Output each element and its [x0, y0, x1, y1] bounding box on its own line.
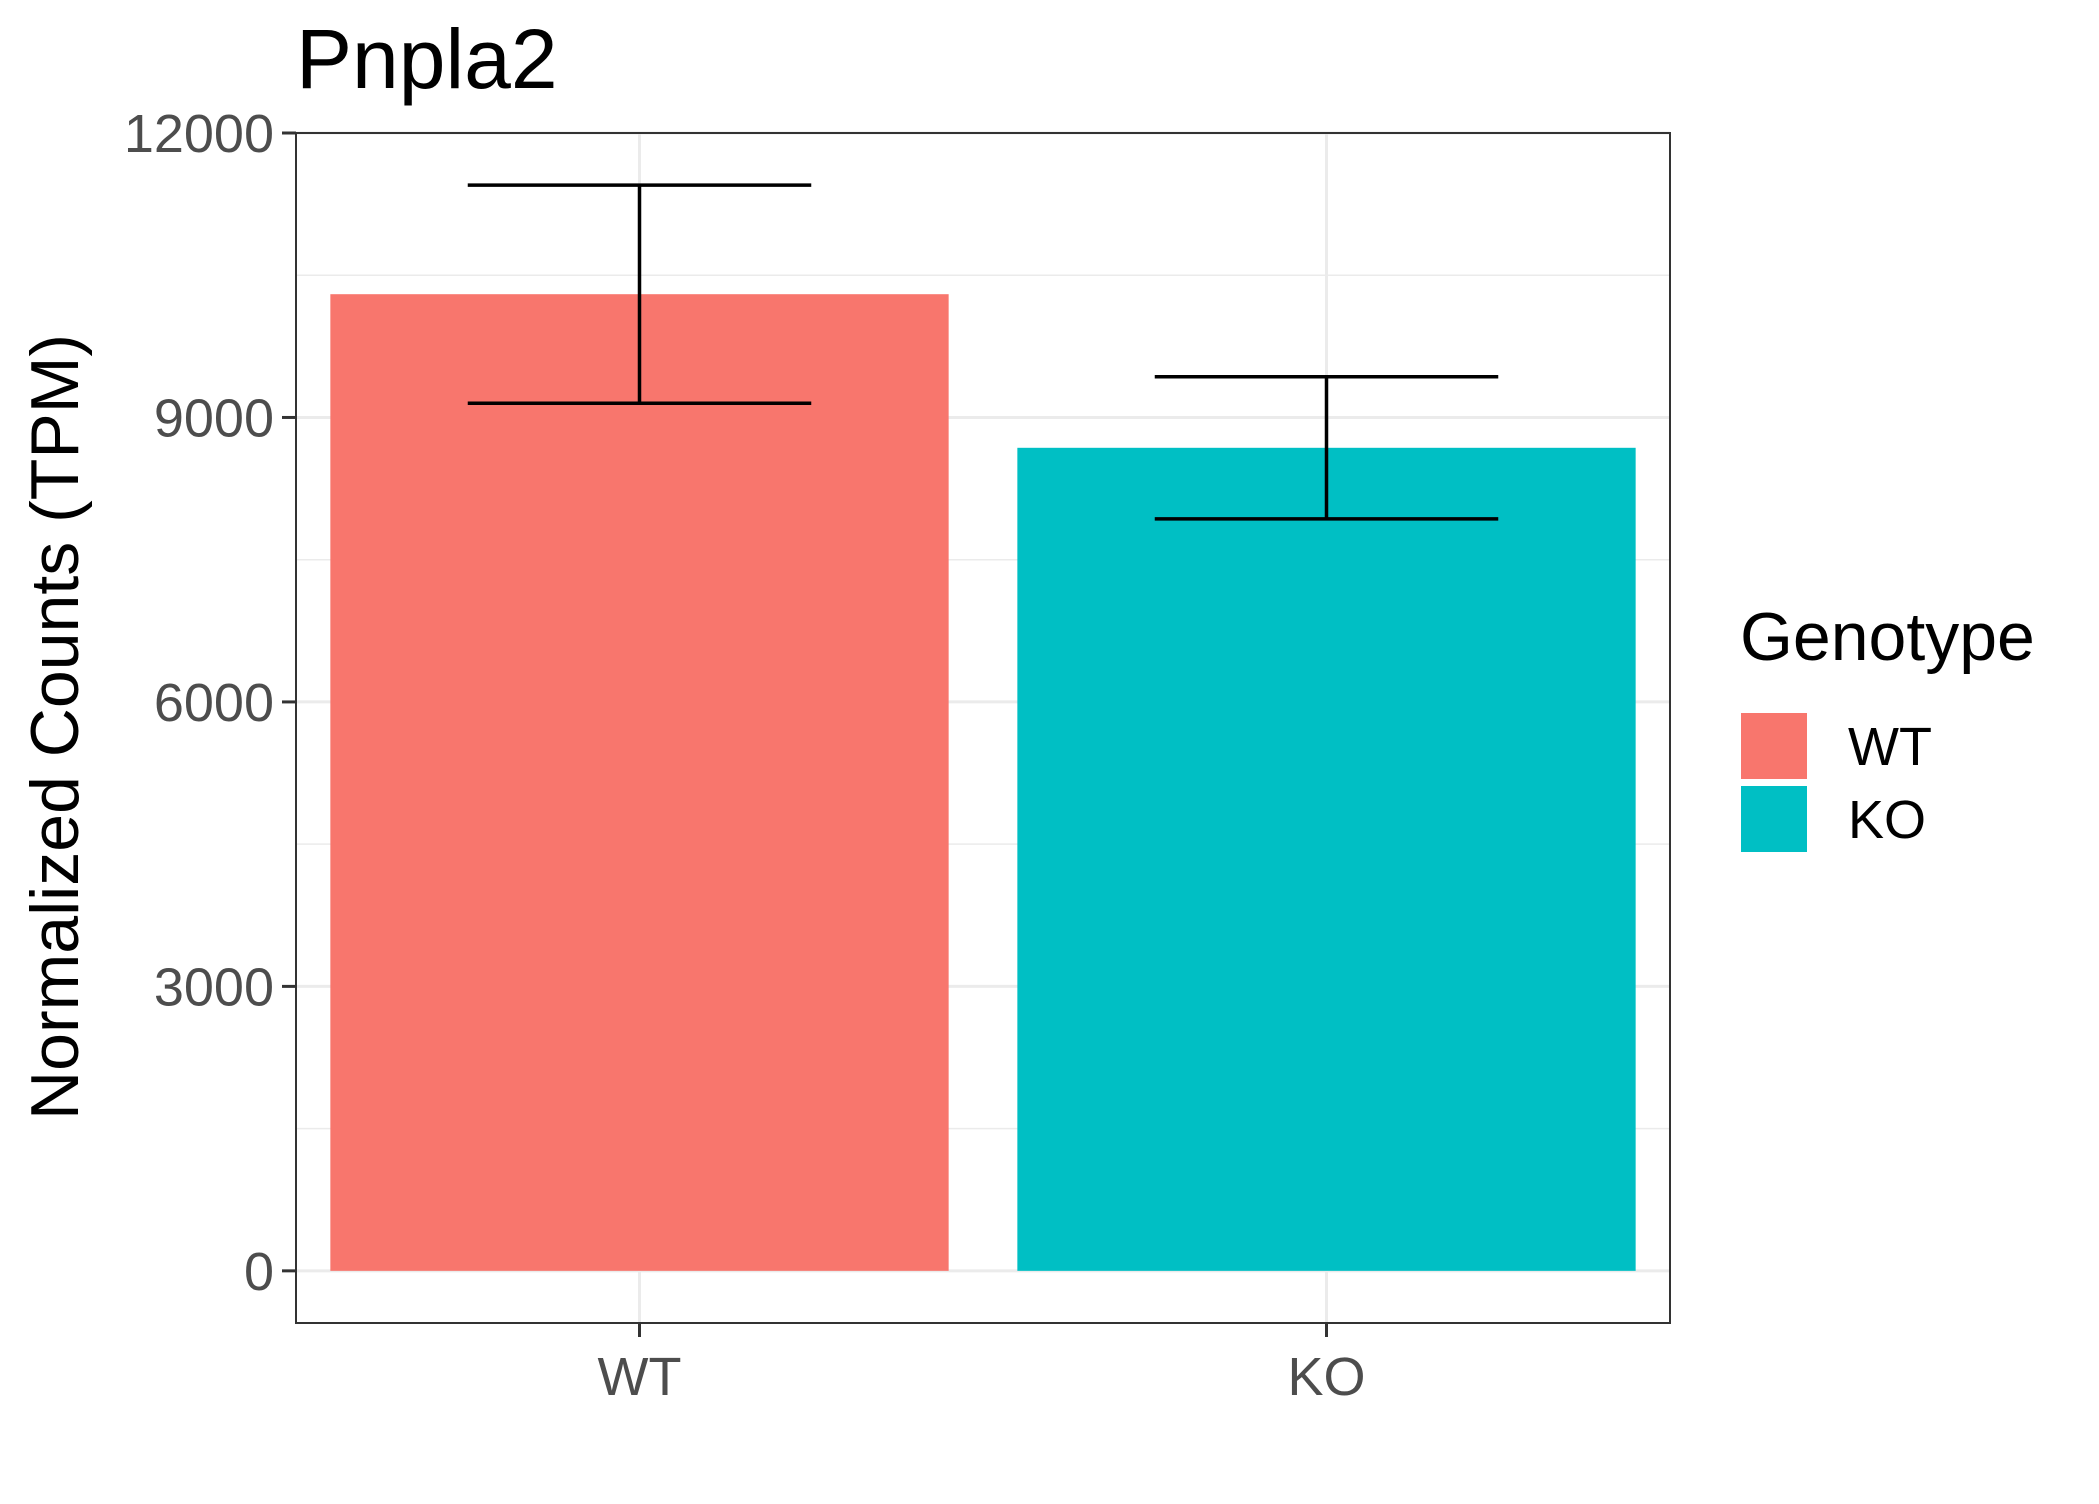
legend-title: Genotype [1740, 599, 2035, 675]
plot-panel-border [295, 132, 1671, 1324]
x-axis: WT KO [598, 1323, 1366, 1407]
y-tick-label: 6000 [154, 673, 274, 733]
legend-key-wt [1741, 713, 1807, 779]
legend-key-ko [1741, 786, 1807, 852]
x-tick-label: WT [598, 1347, 682, 1407]
legend: Genotype WT KO [1740, 599, 2035, 852]
bar-ko [1017, 447, 1636, 1271]
legend-label-wt: WT [1848, 717, 1932, 777]
y-tick-label: 3000 [154, 957, 274, 1017]
error-bar-wt [467, 183, 812, 405]
bars [330, 294, 1636, 1271]
error-bars [467, 183, 1499, 521]
y-tick-label: 9000 [154, 388, 274, 448]
bar-wt [330, 294, 949, 1271]
legend-label-ko: KO [1848, 790, 1926, 850]
error-bar-ko [1154, 374, 1499, 521]
y-tick-label: 0 [244, 1242, 274, 1302]
x-tick-label: KO [1287, 1347, 1365, 1407]
y-tick-label: 12000 [124, 104, 274, 164]
y-axis: 0 3000 6000 9000 12000 [124, 104, 296, 1302]
y-axis-title: Normalized Counts (TPM) [17, 334, 93, 1120]
chart-title: Pnpla2 [296, 12, 558, 106]
